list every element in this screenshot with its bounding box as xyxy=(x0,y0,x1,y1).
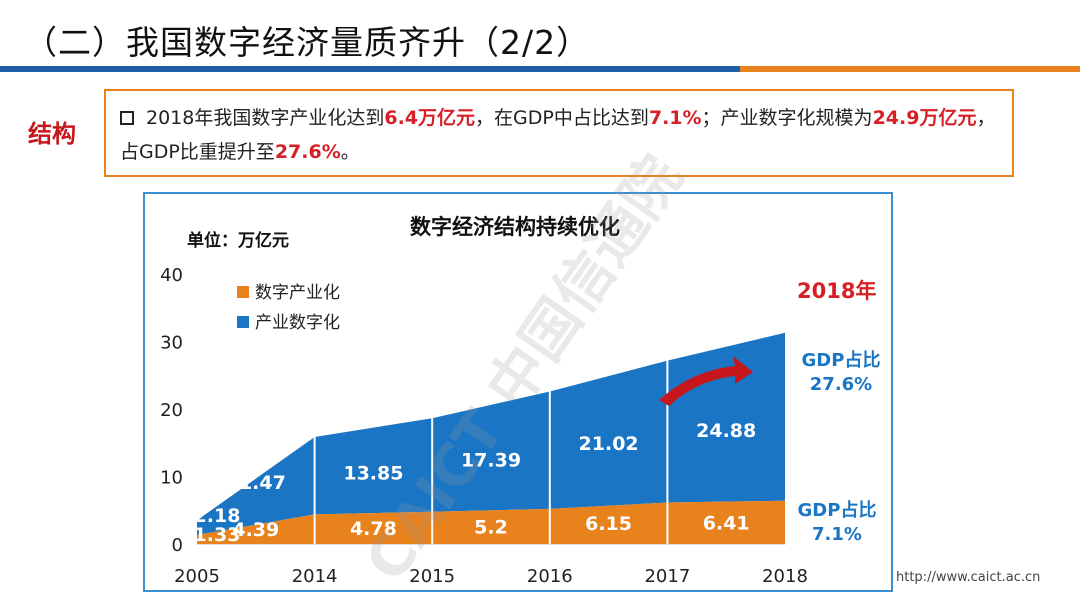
data-label-industry-digital: 21.02 xyxy=(579,433,639,455)
data-label-industry-digital: 13.85 xyxy=(343,462,403,484)
data-label-industry-digital: 24.88 xyxy=(696,420,756,442)
footer-url: http://www.caict.ac.cn xyxy=(896,570,1041,585)
unit-label: 单位：万亿元 xyxy=(187,230,289,251)
data-label-industry-digital: 17.39 xyxy=(461,450,521,472)
data-label-digital-industry: 1.33 xyxy=(194,524,241,546)
year-annotation: 2018年 xyxy=(797,279,876,303)
x-tick-label: 2015 xyxy=(409,566,455,587)
gdp-share-label-top: GDP占比 xyxy=(802,349,881,371)
x-tick-label: 2014 xyxy=(292,566,338,587)
x-tick-label: 2018 xyxy=(762,566,808,587)
stacked-area-chart: 单位：万亿元 数字经济结构持续优化 0 10 20 30 40 2005 2014 2015 2… xyxy=(160,215,881,587)
chart-area-layer xyxy=(197,332,785,544)
data-label-digital-industry: 6.41 xyxy=(703,512,750,534)
summary-callout: 2018年我国数字产业化达到6.4万亿元，在GDP中占比达到7.1%；产业数字化… xyxy=(104,89,1014,177)
y-tick-label: 10 xyxy=(160,468,183,489)
gdp-share-label-bottom: GDP占比 xyxy=(798,499,877,521)
gdp-share-value-top: 27.6% xyxy=(810,374,872,395)
growth-arrow-icon xyxy=(659,356,753,406)
page-title: （二）我国数字经济量质齐升（2/2） xyxy=(24,23,591,62)
legend-label-digital-industry: 数字产业化 xyxy=(255,283,340,303)
callout-highlight-4: 27.6% xyxy=(274,141,341,163)
data-label-digital-industry: 5.2 xyxy=(474,516,508,538)
callout-highlight-2: 7.1% xyxy=(648,107,702,129)
chart-label-layer: 1.334.39 4.78 5.2 6.15 6.41 2.18 11.47 13.85 17.… xyxy=(194,420,757,546)
y-tick-label: 40 xyxy=(160,265,183,286)
legend-label-industry-digital: 产业数字化 xyxy=(255,313,340,333)
x-tick-label: 2016 xyxy=(527,566,573,587)
section-label: 结构 xyxy=(28,120,76,148)
legend-swatch-digital-industry xyxy=(237,286,249,298)
x-tick-label: 2005 xyxy=(174,566,220,587)
chart-frame: 单位：万亿元 数字经济结构持续优化 0 10 20 30 40 2005 2014 2015 2… xyxy=(143,192,893,592)
callout-text-2: ，在GDP中占比达到 xyxy=(475,107,649,129)
callout-highlight-1: 6.4万亿元 xyxy=(384,107,476,129)
legend-swatch-industry-digital xyxy=(237,316,249,328)
data-label-digital-industry: 4.39 xyxy=(232,519,279,541)
chart-title: 数字经济结构持续优化 xyxy=(410,215,620,239)
y-tick-label: 0 xyxy=(172,535,183,556)
callout-highlight-3: 24.9万亿元 xyxy=(872,107,977,129)
data-label-industry-digital: 2.18 xyxy=(194,505,241,527)
square-bullet-icon xyxy=(120,111,134,125)
callout-text-1: 2018年我国数字产业化达到 xyxy=(146,107,385,129)
callout-text-4: ，占GDP比重提升至 xyxy=(120,107,996,163)
gdp-share-value-bottom: 7.1% xyxy=(812,524,862,545)
y-tick-label: 20 xyxy=(160,400,183,421)
legend: 数字产业化 产业数字化 xyxy=(237,283,340,333)
title-underline-orange xyxy=(740,66,1080,72)
data-label-digital-industry: 4.78 xyxy=(350,518,397,540)
title-underline-blue xyxy=(0,66,740,72)
data-label-industry-digital: 11.47 xyxy=(226,472,286,494)
data-label-digital-industry: 6.15 xyxy=(585,513,632,535)
x-tick-label: 2017 xyxy=(644,566,690,587)
area-digital-industry xyxy=(197,500,785,544)
callout-text-3: ；产业数字化规模为 xyxy=(701,107,873,129)
chart-axis-layer: 0 10 20 30 40 2005 2014 2015 2016 2017 2018 xyxy=(160,265,808,587)
callout-text-5: 。 xyxy=(340,141,360,163)
area-industry-digital xyxy=(197,332,785,536)
y-tick-label: 30 xyxy=(160,333,183,354)
